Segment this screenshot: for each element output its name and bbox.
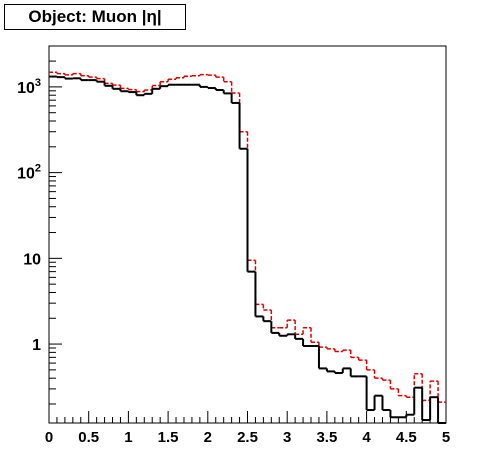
chart-title: Object: Muon |η| [4, 4, 186, 30]
x-tick-label: 5 [442, 429, 450, 446]
x-tick-label: 3.5 [316, 429, 337, 446]
x-tick-label: 1.5 [158, 429, 179, 446]
x-tick-label: 2.5 [237, 429, 258, 446]
y-tick-label: 1 [32, 337, 41, 354]
y-tick-label: 102 [17, 163, 41, 183]
x-tick-label: 2 [204, 429, 212, 446]
histogram-series-1 [49, 75, 446, 424]
x-tick-label: 4.5 [396, 429, 417, 446]
x-tick-label: 1 [124, 429, 132, 446]
x-tick-label: 4 [362, 429, 371, 446]
x-tick-label: 0 [45, 429, 53, 446]
y-tick-label: 10 [23, 251, 41, 268]
x-tick-label: 0.5 [78, 429, 99, 446]
x-tick-label: 3 [283, 429, 291, 446]
y-tick-label: 103 [17, 77, 41, 97]
